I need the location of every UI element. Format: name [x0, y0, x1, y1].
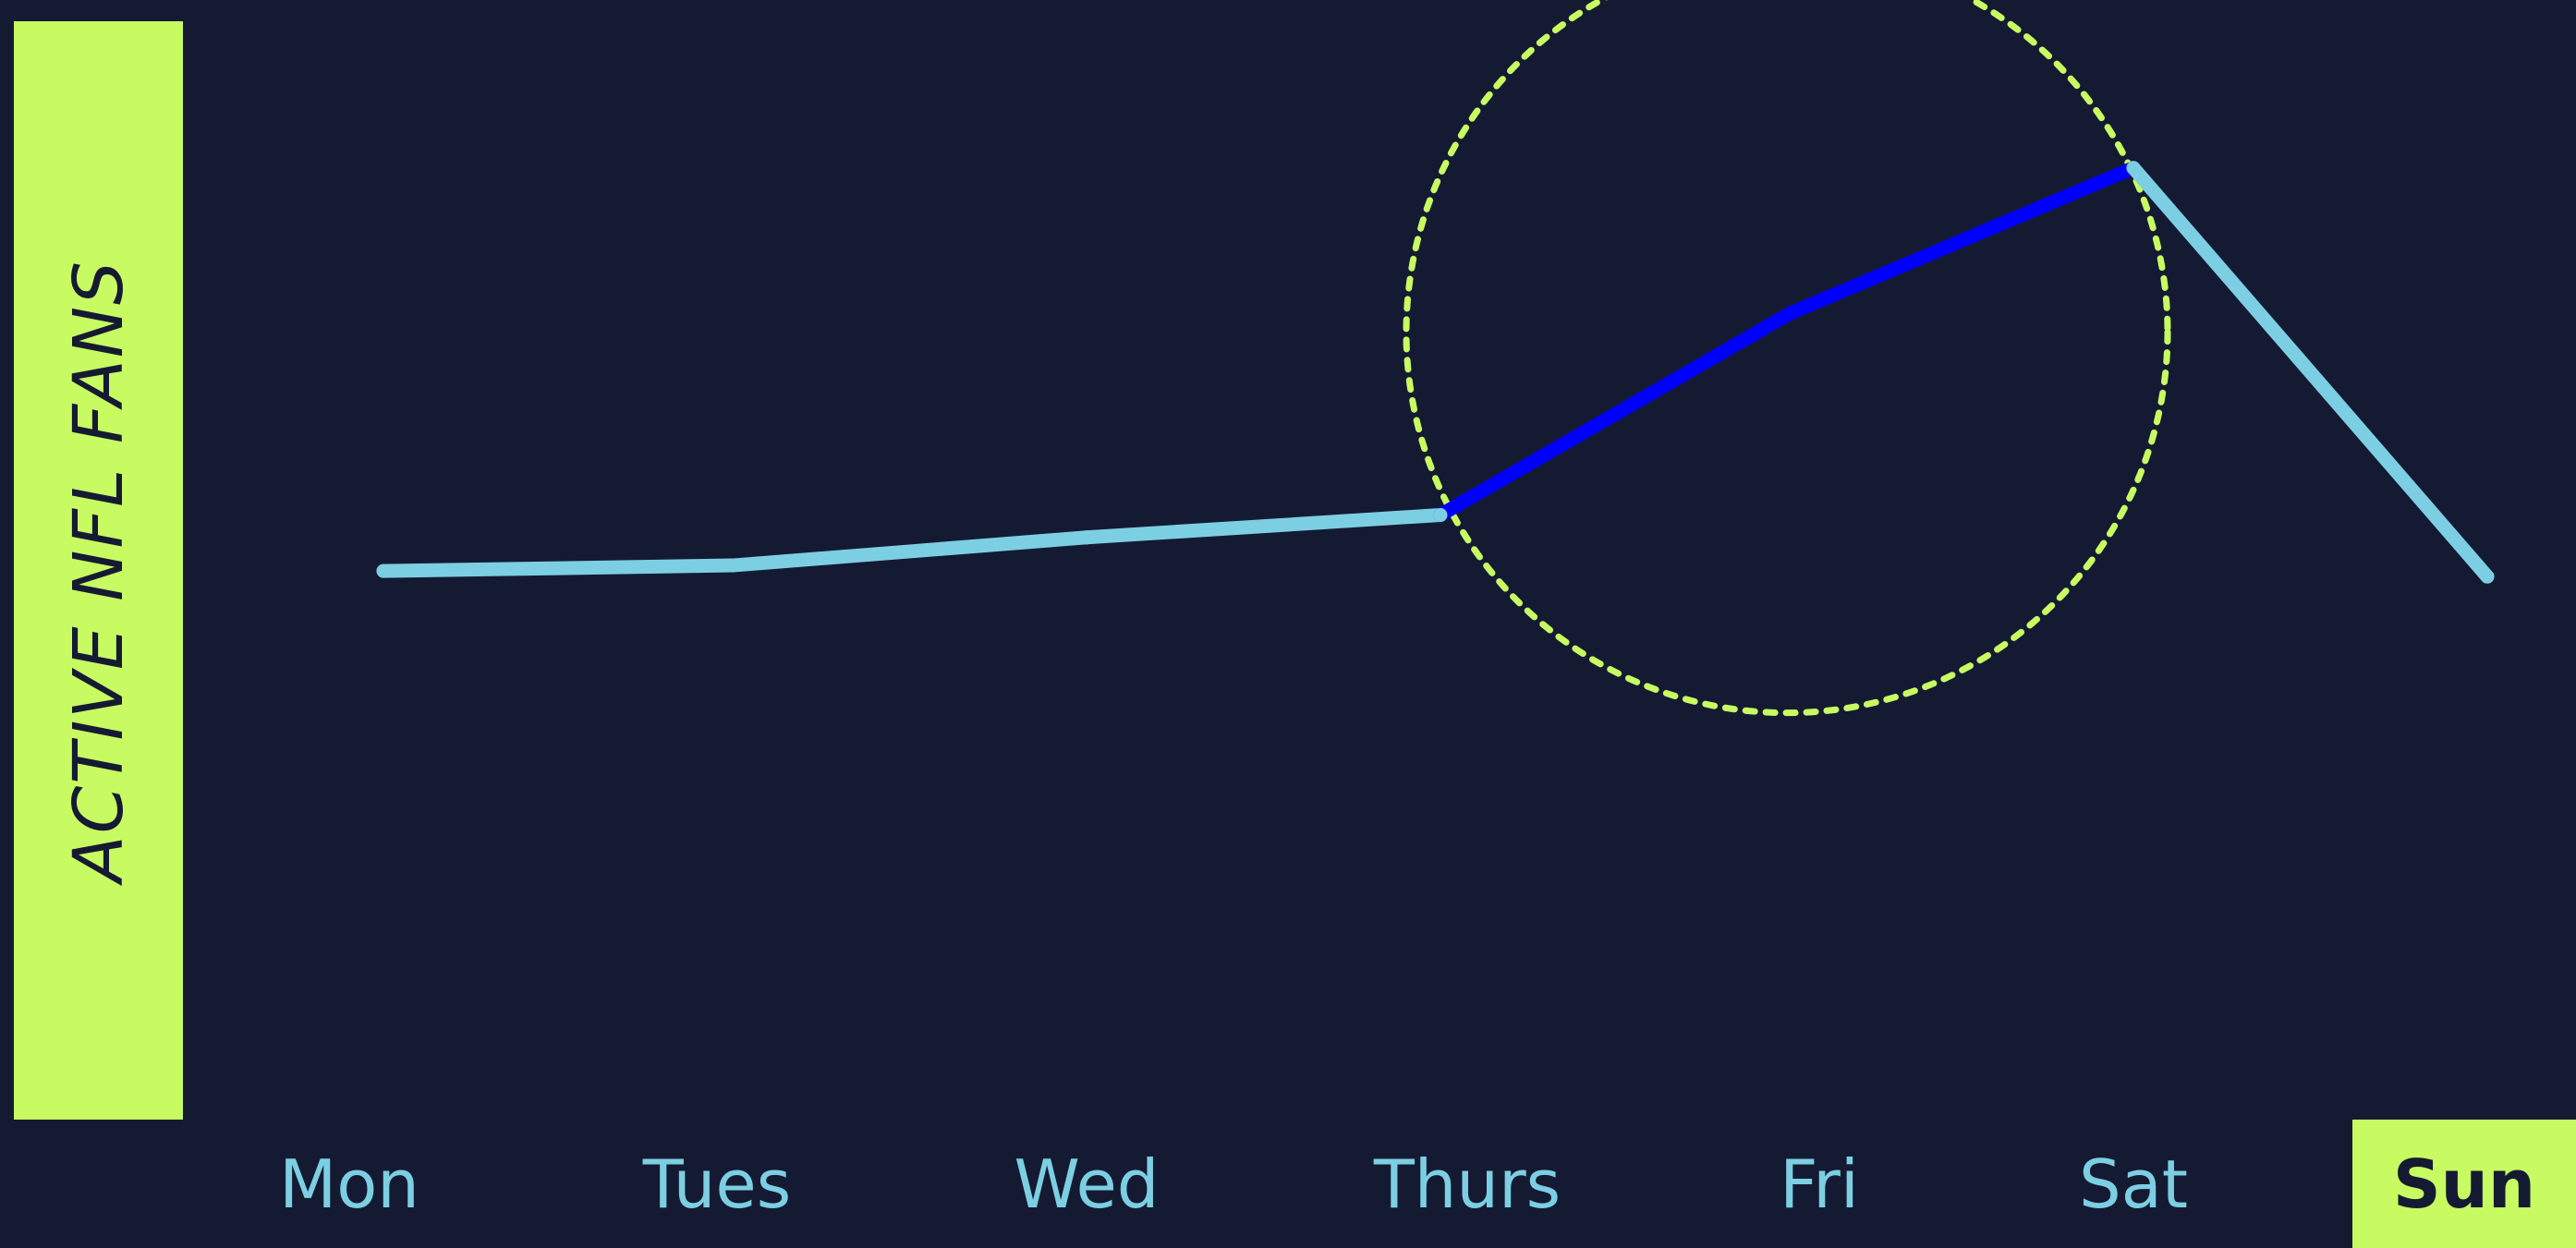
- x-tick-thurs: Thurs: [1373, 1145, 1561, 1223]
- data-point-tues: [725, 558, 740, 573]
- series-segment: [376, 558, 740, 578]
- x-tick-mon: Mon: [279, 1145, 419, 1223]
- x-tick-tues: Tues: [642, 1145, 792, 1223]
- series-segment: [2126, 161, 2495, 584]
- data-point-sat: [2126, 161, 2141, 176]
- data-point-fri: [1782, 306, 1797, 321]
- series-segment-highlighted: [1433, 306, 1797, 523]
- data-point-sun: [2480, 569, 2495, 584]
- data-point-wed: [1079, 530, 1094, 545]
- data-point-mon: [376, 563, 391, 578]
- x-tick-sat: Sat: [2078, 1145, 2189, 1223]
- x-tick-fri: Fri: [1780, 1145, 1859, 1223]
- x-tick-sun: Sun: [2352, 1120, 2576, 1248]
- annotation-circle: [1403, 0, 2171, 717]
- series-segment: [725, 530, 1094, 573]
- y-axis-label-box: ACTIVE NFL FANS: [14, 21, 183, 1120]
- series-segment: [1079, 508, 1448, 545]
- x-tick-wed: Wed: [1014, 1145, 1160, 1223]
- series-segment-highlighted: [1782, 161, 2141, 321]
- data-point-thurs: [1433, 508, 1448, 523]
